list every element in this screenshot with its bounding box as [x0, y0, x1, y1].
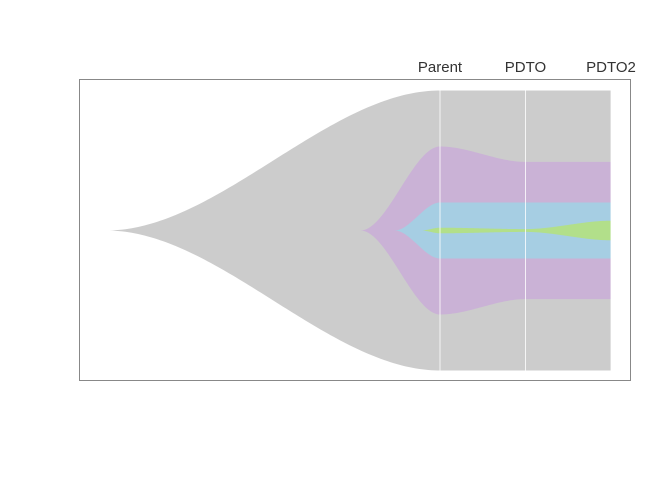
timepoint-label-pdto: PDTO [505, 59, 546, 76]
clone-4-area [421, 220, 611, 241]
timepoint-label-pdto2: PDTO2 [586, 59, 636, 76]
plot-frame [79, 79, 631, 381]
timepoint-label-parent: Parent [418, 59, 463, 76]
clone-layer [106, 90, 612, 371]
timepoint-gridlines [439, 90, 612, 371]
timepoint-labels: Parent PDTO PDTO2 [418, 59, 636, 76]
